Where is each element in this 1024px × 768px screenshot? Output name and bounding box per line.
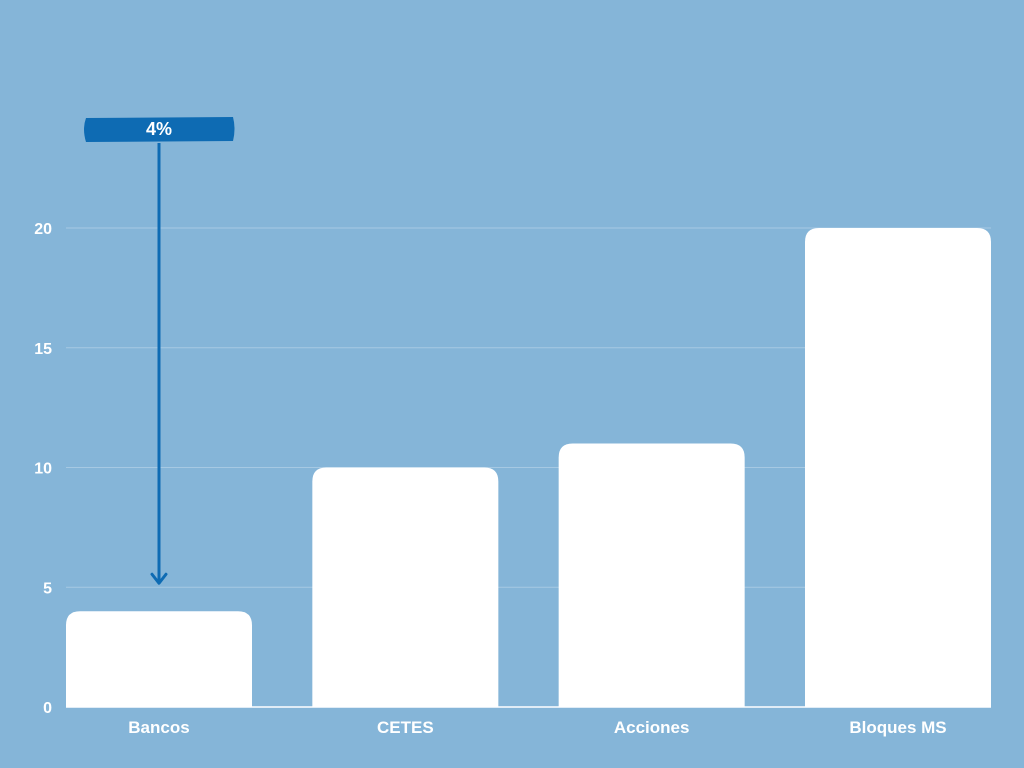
annotation-label: 4% bbox=[146, 119, 172, 139]
y-tick-label: 20 bbox=[34, 221, 52, 238]
bars bbox=[66, 228, 991, 707]
bar-bloques-ms bbox=[805, 228, 991, 707]
y-tick-label: 0 bbox=[43, 700, 52, 717]
annotation-callout: 4% bbox=[84, 117, 235, 585]
y-axis-tick-labels: 0 5 10 15 20 bbox=[34, 221, 52, 717]
x-category-label: Acciones bbox=[614, 718, 690, 737]
bar-bancos bbox=[66, 611, 252, 707]
x-category-label: Bloques MS bbox=[849, 718, 946, 737]
x-category-label: Bancos bbox=[128, 718, 189, 737]
x-axis-category-labels: Bancos CETES Acciones Bloques MS bbox=[128, 718, 946, 737]
y-tick-label: 5 bbox=[43, 580, 52, 597]
annotation-banner bbox=[84, 117, 235, 142]
annotation-arrowhead bbox=[150, 572, 168, 585]
x-category-label: CETES bbox=[377, 718, 434, 737]
y-tick-label: 15 bbox=[34, 341, 52, 358]
bar-acciones bbox=[558, 443, 745, 707]
bar-cetes bbox=[312, 467, 499, 707]
y-tick-label: 10 bbox=[34, 461, 52, 478]
